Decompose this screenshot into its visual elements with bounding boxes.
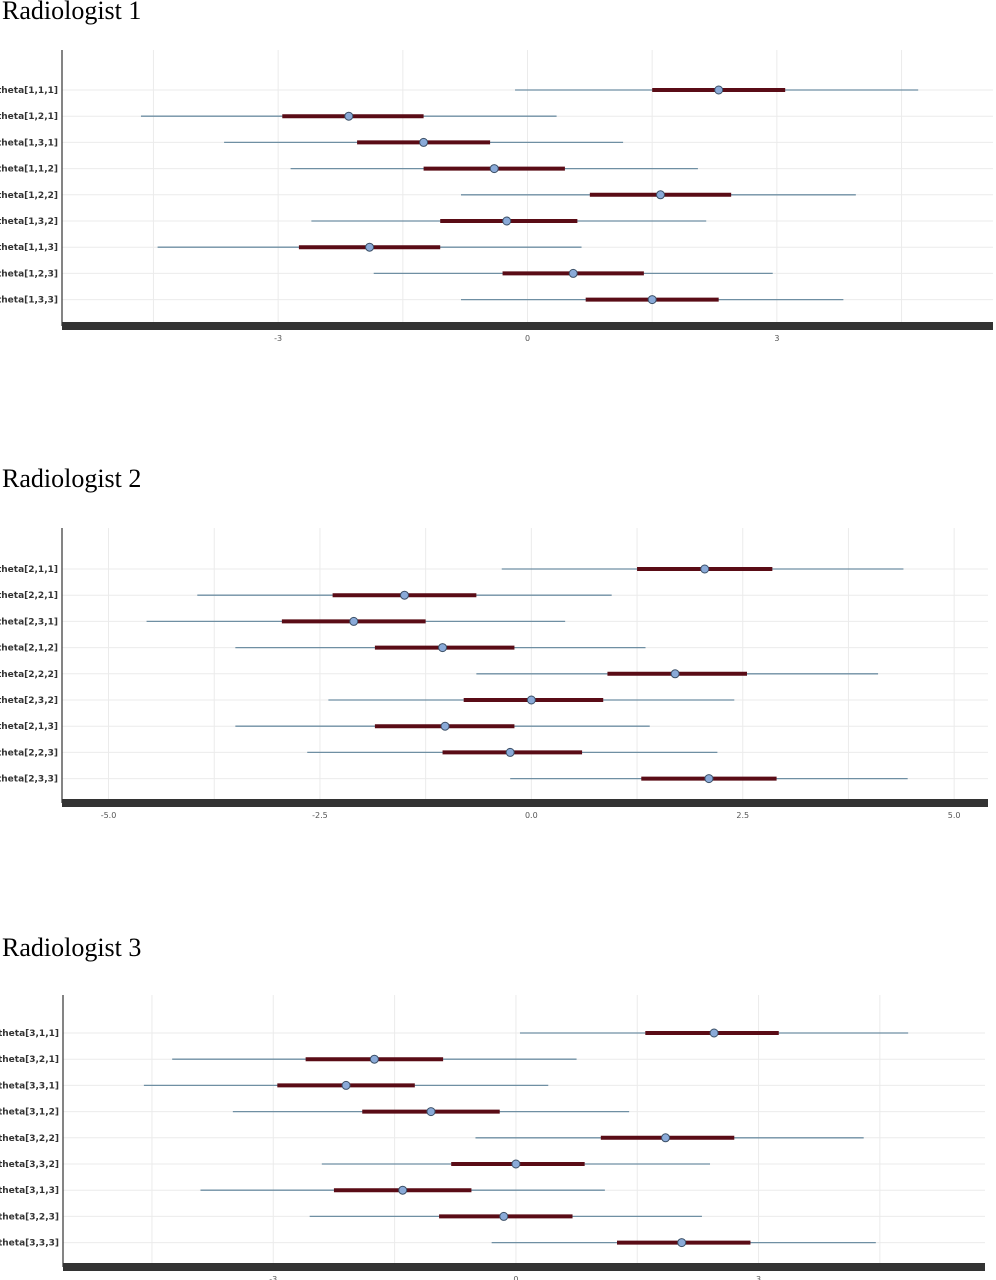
category-label: theta[2,3,3]: [0, 775, 58, 785]
point-estimate: [489, 164, 499, 174]
category-label: theta[1,1,3]: [0, 243, 58, 253]
point-estimate: [399, 590, 409, 600]
category-label: theta[1,1,1]: [0, 86, 58, 96]
category-label: theta[2,2,1]: [0, 591, 58, 601]
category-label: theta[3,2,1]: [0, 1055, 59, 1065]
point-estimate: [568, 268, 578, 278]
category-label: theta[1,2,2]: [0, 191, 58, 201]
point-estimate: [677, 1238, 687, 1248]
panel-title-radiologist-3: Radiologist 3: [2, 933, 142, 962]
category-label: theta[3,1,2]: [0, 1108, 59, 1118]
point-estimate: [505, 747, 515, 757]
category-label: theta[3,2,3]: [0, 1212, 59, 1222]
category-label: theta[2,3,2]: [0, 696, 58, 706]
point-estimate: [499, 1211, 509, 1221]
x-tick-label: 0: [513, 1275, 518, 1280]
point-estimate: [511, 1159, 521, 1169]
panel-title-radiologist-2: Radiologist 2: [2, 464, 142, 493]
point-estimate: [344, 111, 354, 121]
category-label: theta[2,1,3]: [0, 722, 58, 732]
point-estimate: [670, 669, 680, 679]
category-label: theta[1,2,1]: [0, 112, 58, 122]
point-estimate: [369, 1054, 379, 1064]
category-label: theta[2,2,3]: [0, 748, 58, 758]
category-label: theta[1,3,1]: [0, 138, 58, 148]
x-axis-bar: [63, 1263, 985, 1271]
point-estimate: [709, 1028, 719, 1038]
category-label: theta[2,1,1]: [0, 565, 58, 575]
point-estimate: [440, 721, 450, 731]
x-tick-label: 0: [525, 334, 530, 343]
category-label: theta[3,3,1]: [0, 1081, 59, 1091]
category-label: theta[3,3,3]: [0, 1239, 59, 1249]
point-estimate: [438, 643, 448, 653]
point-estimate: [656, 190, 665, 200]
point-estimate: [661, 1133, 671, 1143]
category-label: theta[2,1,2]: [0, 644, 58, 654]
category-label: theta[3,1,1]: [0, 1029, 59, 1039]
point-estimate: [714, 85, 724, 95]
category-label: theta[3,1,3]: [0, 1186, 59, 1196]
point-estimate: [426, 1107, 436, 1117]
x-axis-bar: [62, 322, 993, 330]
x-tick-label: 5.0: [948, 811, 961, 820]
category-label: theta[3,2,2]: [0, 1134, 59, 1144]
x-tick-label: 3: [756, 1275, 761, 1280]
point-estimate: [398, 1185, 408, 1195]
x-axis-bar: [62, 799, 988, 807]
category-label: theta[2,2,2]: [0, 670, 58, 680]
category-label: theta[1,2,3]: [0, 269, 58, 279]
x-tick-label: -3: [274, 334, 282, 343]
x-tick-label: -3: [269, 1275, 277, 1280]
forest-plot-radiologist-3: theta[3,1,1] theta[3,2,1] theta[3,3,1] thet…: [0, 995, 985, 1280]
x-tick-label: 3: [774, 334, 779, 343]
point-estimate: [341, 1080, 351, 1090]
point-estimate: [419, 137, 429, 147]
x-tick-label: 2.5: [736, 811, 749, 820]
category-label: theta[1,3,2]: [0, 217, 58, 227]
point-estimate: [526, 695, 536, 705]
category-label: theta[2,3,1]: [0, 617, 58, 627]
forest-plot-radiologist-1: theta[1,1,1] theta[1,2,1] theta[1,3,1] thet…: [0, 50, 993, 343]
point-estimate: [365, 242, 375, 252]
category-label: theta[1,1,2]: [0, 165, 58, 175]
forest-plot-radiologist-2: theta[2,1,1] theta[2,2,1] theta[2,3,1] thet…: [0, 528, 988, 820]
point-estimate: [700, 564, 710, 574]
panel-title-radiologist-1: Radiologist 1: [2, 0, 142, 25]
point-estimate: [349, 616, 359, 626]
point-estimate: [502, 216, 512, 226]
category-label: theta[3,3,2]: [0, 1160, 59, 1170]
x-tick-label: 0.0: [525, 811, 538, 820]
point-estimate: [704, 774, 714, 784]
x-tick-label: -5.0: [101, 811, 117, 820]
category-label: theta[1,3,3]: [0, 296, 58, 306]
point-estimate: [647, 295, 657, 305]
x-tick-label: -2.5: [312, 811, 328, 820]
